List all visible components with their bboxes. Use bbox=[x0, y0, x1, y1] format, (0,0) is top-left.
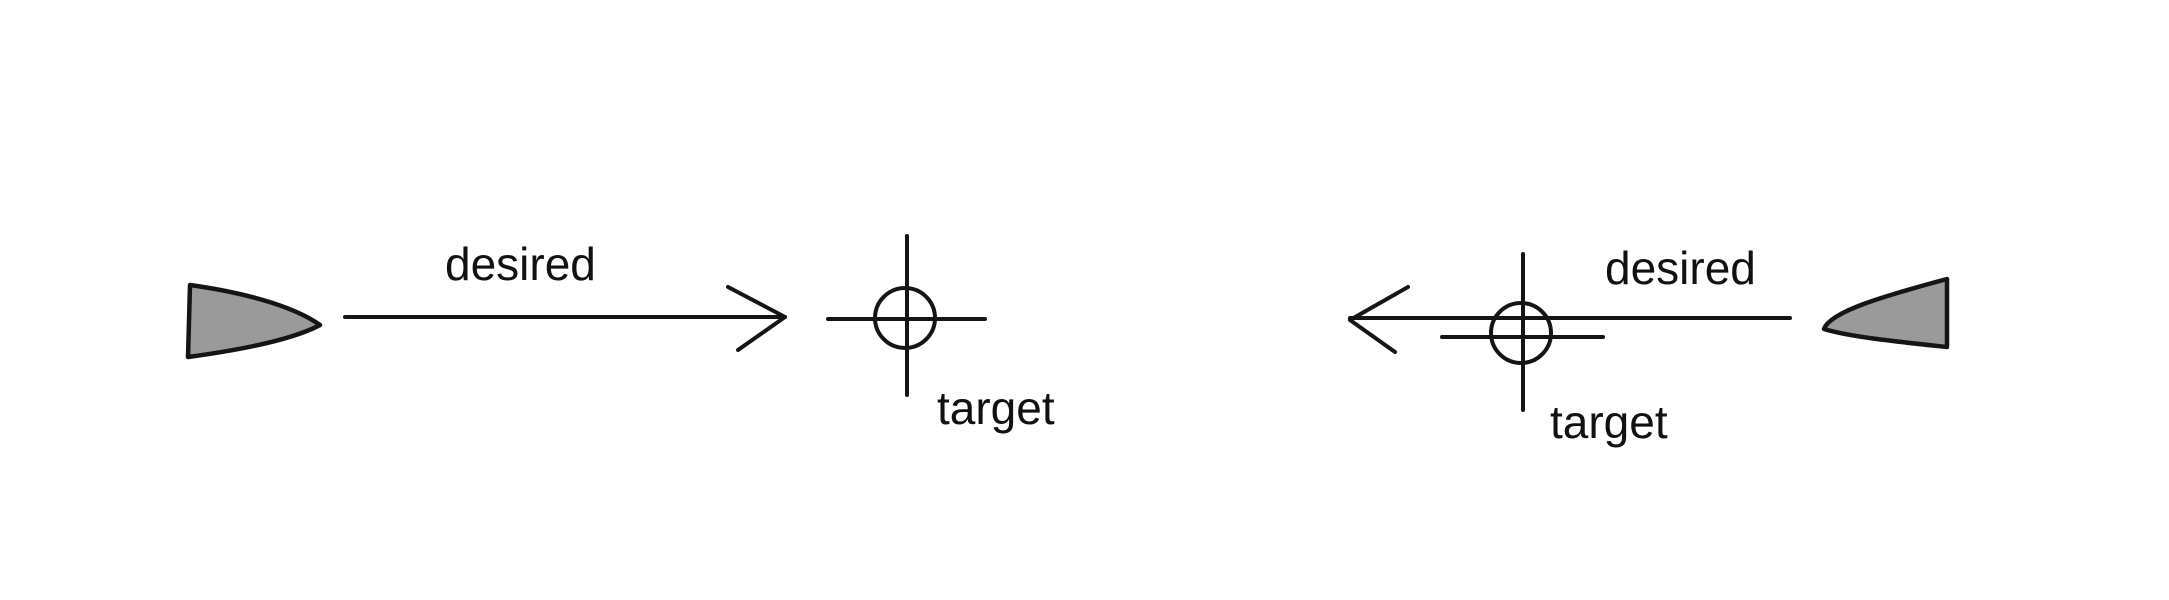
left-target-label: target bbox=[937, 382, 1055, 434]
left-vehicle-icon bbox=[185, 282, 323, 360]
left-target-crosshair-icon bbox=[826, 234, 987, 397]
left-scene: desired target bbox=[185, 234, 1055, 434]
right-arrow-head-icon bbox=[1348, 285, 1410, 354]
right-target-label: target bbox=[1550, 396, 1668, 448]
left-desired-label: desired bbox=[445, 238, 596, 290]
right-desired-label: desired bbox=[1605, 242, 1756, 294]
left-desired-arrow bbox=[343, 285, 787, 352]
right-scene: desired target bbox=[1348, 242, 1950, 448]
right-target-crosshair-icon bbox=[1440, 252, 1605, 412]
right-vehicle-icon bbox=[1821, 276, 1950, 350]
left-arrow-head-icon bbox=[726, 285, 787, 352]
right-desired-arrow bbox=[1348, 285, 1792, 354]
